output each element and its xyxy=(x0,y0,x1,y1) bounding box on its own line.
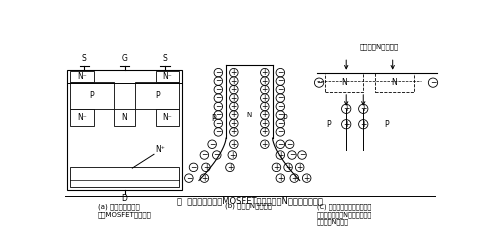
Text: +: + xyxy=(360,104,366,113)
Text: N⁻: N⁻ xyxy=(77,113,87,122)
Text: (a) 内建横向电场的
高压MOSFET断面结构: (a) 内建横向电场的 高压MOSFET断面结构 xyxy=(98,203,151,218)
Text: +: + xyxy=(201,174,207,183)
Text: −: − xyxy=(277,119,284,128)
Text: −: − xyxy=(215,93,222,103)
Text: 图  内检横向电场的MOSFET剖面，垂直N区被夹断和导通: 图 内检横向电场的MOSFET剖面，垂直N区被夹断和导通 xyxy=(177,197,323,206)
Text: N: N xyxy=(341,78,347,87)
Text: −: − xyxy=(277,110,284,120)
Text: −: − xyxy=(277,127,284,137)
Text: −: − xyxy=(277,85,284,94)
Text: +: + xyxy=(343,104,349,113)
Text: +: + xyxy=(273,163,280,172)
Text: N: N xyxy=(391,78,397,87)
Text: +: + xyxy=(262,140,268,149)
Text: S: S xyxy=(163,54,167,63)
Text: −: − xyxy=(277,102,284,111)
Text: +: + xyxy=(304,174,310,183)
Text: +: + xyxy=(231,68,237,77)
Text: −: − xyxy=(316,78,322,87)
Text: G: G xyxy=(122,54,127,63)
Text: N: N xyxy=(247,112,252,118)
Text: +: + xyxy=(262,110,268,120)
Text: −: − xyxy=(215,77,222,86)
Text: −: − xyxy=(286,140,293,149)
Text: +: + xyxy=(262,93,268,103)
Text: N⁻: N⁻ xyxy=(77,72,87,81)
Text: +: + xyxy=(231,102,237,111)
Text: +: + xyxy=(262,127,268,137)
Text: P: P xyxy=(283,114,287,123)
Text: −: − xyxy=(215,110,222,120)
Bar xyxy=(156,71,179,82)
Text: +: + xyxy=(262,119,268,128)
Text: (b) 垂直的N区被耗尽: (b) 垂直的N区被耗尽 xyxy=(225,202,272,209)
Bar xyxy=(70,71,94,82)
Text: 反型后的N导电沟道: 反型后的N导电沟道 xyxy=(359,43,399,50)
Text: N: N xyxy=(122,113,127,122)
Text: +: + xyxy=(203,163,209,172)
Text: N⁺: N⁺ xyxy=(155,145,164,154)
Text: −: − xyxy=(186,174,192,183)
Text: (C) 导电沟道形成后来自源极
的电子将垂直的N区中正电荷中
和并恢复N型特征: (C) 导电沟道形成后来自源极 的电子将垂直的N区中正电荷中 和并恢复N型特征 xyxy=(317,203,372,225)
Text: +: + xyxy=(277,174,284,183)
Bar xyxy=(70,82,114,109)
Text: +: + xyxy=(360,120,366,129)
Text: −: − xyxy=(215,68,222,77)
Text: +: + xyxy=(343,120,349,129)
Text: +: + xyxy=(231,110,237,120)
Text: +: + xyxy=(231,85,237,94)
Text: +: + xyxy=(262,85,268,94)
Text: +: + xyxy=(231,140,237,149)
Text: +: + xyxy=(262,77,268,86)
Bar xyxy=(135,82,179,109)
Text: P: P xyxy=(155,91,160,100)
Text: −: − xyxy=(215,119,222,128)
Text: P: P xyxy=(384,120,389,129)
Text: +: + xyxy=(231,93,237,103)
Text: +: + xyxy=(231,119,237,128)
Text: +: + xyxy=(231,127,237,137)
Text: −: − xyxy=(215,127,222,137)
Text: +: + xyxy=(262,68,268,77)
Text: −: − xyxy=(277,77,284,86)
Text: +: + xyxy=(277,151,284,159)
Text: N⁻: N⁻ xyxy=(163,113,172,122)
Text: −: − xyxy=(277,140,284,149)
Bar xyxy=(70,109,94,126)
Text: +: + xyxy=(291,174,298,183)
Text: −: − xyxy=(215,85,222,94)
Text: D: D xyxy=(122,194,127,203)
Text: −: − xyxy=(209,140,215,149)
Bar xyxy=(67,70,182,190)
Text: +: + xyxy=(285,163,291,172)
Bar xyxy=(375,73,414,92)
Text: S: S xyxy=(82,54,87,63)
Text: P: P xyxy=(90,91,94,100)
Text: +: + xyxy=(229,151,236,159)
Text: N⁻: N⁻ xyxy=(163,72,172,81)
Text: −: − xyxy=(215,102,222,111)
Text: −: − xyxy=(430,78,436,87)
Text: −: − xyxy=(289,151,295,159)
Text: +: + xyxy=(262,102,268,111)
Text: P: P xyxy=(326,120,331,129)
Text: −: − xyxy=(201,151,207,159)
Bar xyxy=(156,109,179,126)
Text: −: − xyxy=(299,151,305,159)
Text: −: − xyxy=(214,151,220,159)
Text: −: − xyxy=(277,93,284,103)
Text: +: + xyxy=(297,163,303,172)
Text: +: + xyxy=(227,163,233,172)
Text: −: − xyxy=(277,68,284,77)
Bar xyxy=(115,109,135,126)
Bar xyxy=(325,73,363,92)
Text: −: − xyxy=(190,163,197,172)
Text: +: + xyxy=(231,77,237,86)
Text: P: P xyxy=(211,114,216,123)
Bar xyxy=(70,167,179,187)
